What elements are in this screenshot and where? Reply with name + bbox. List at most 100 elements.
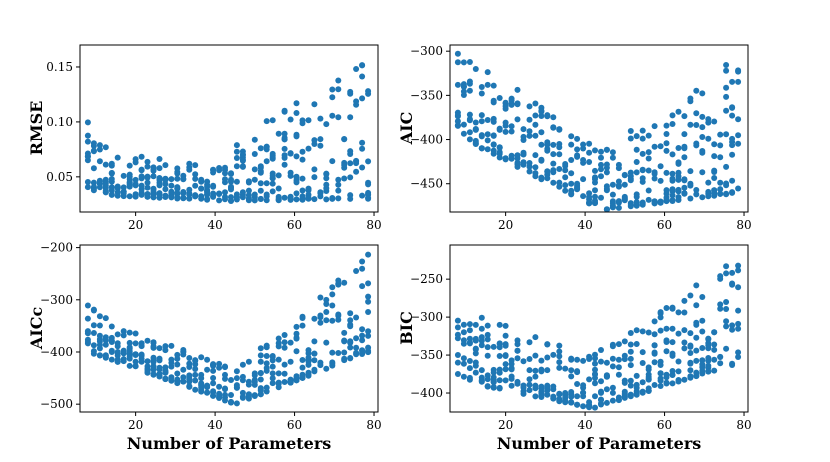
aicc-data-point: [365, 328, 372, 335]
aicc-y-tick-label: −400: [40, 345, 73, 359]
aicc-data-point: [365, 298, 372, 305]
bic-data-point: [544, 341, 551, 348]
aicc-data-point: [359, 258, 366, 265]
rmse-data-point: [329, 195, 336, 201]
rmse-data-point: [144, 163, 151, 170]
aic-data-point: [669, 170, 676, 177]
bic-data-point: [532, 382, 539, 389]
aicc-data-point: [347, 317, 354, 324]
aic-data-point: [562, 174, 569, 181]
bic-data-point: [598, 347, 604, 353]
aicc-data-point: [269, 354, 276, 360]
rmse-data-point: [257, 180, 264, 187]
aicc-data-point: [204, 366, 211, 373]
bic-data-point: [663, 379, 670, 386]
bic-data-point: [621, 352, 628, 359]
bic-data-point: [574, 393, 581, 400]
bic-data-point: [490, 379, 497, 386]
aic-data-point: [645, 167, 652, 174]
aic-data-point: [723, 93, 730, 100]
rmse-data-point: [353, 168, 360, 175]
rmse-data-point: [341, 136, 348, 143]
bic-data-point: [502, 377, 509, 384]
aic-data-point: [586, 159, 593, 165]
aicc-data-point: [192, 371, 199, 378]
aic-data-point: [687, 98, 694, 105]
aicc-data-point: [198, 384, 205, 391]
rmse-data-point: [251, 191, 258, 198]
rmse-data-point: [359, 192, 366, 199]
rmse-data-point: [174, 185, 181, 192]
aicc-data-point: [192, 357, 199, 364]
rmse-data-point: [263, 180, 270, 187]
aic-data-point: [496, 144, 503, 151]
aicc-data-point: [281, 344, 288, 351]
aicc-data-point: [138, 358, 145, 365]
rmse-data-point: [263, 193, 270, 200]
rmse-data-point: [341, 162, 348, 168]
bic-data-point: [586, 353, 593, 360]
rmse-data-point: [210, 193, 217, 200]
aic-data-point: [609, 202, 616, 209]
bic-data-point: [502, 342, 509, 349]
aicc-data-point: [305, 347, 312, 354]
aicc-data-point: [281, 332, 288, 338]
bic-data-point: [615, 341, 622, 348]
bic-data-point: [574, 356, 581, 363]
aic-data-point: [586, 149, 593, 156]
rmse-data-point: [287, 172, 294, 179]
aicc-data-point: [245, 391, 252, 398]
aicc-data-point: [144, 337, 151, 344]
aicc-data-point: [341, 279, 348, 286]
rmse-data-point: [293, 110, 300, 116]
bic-data-point: [454, 371, 461, 377]
aic-data-point: [580, 145, 587, 152]
rmse-data-point: [251, 151, 258, 157]
aic-data-point: [609, 198, 616, 205]
aicc-panel: 20 40 60 80 −200 −300 −400 −500 AICc Number of…: [27, 241, 382, 453]
aic-data-point: [532, 170, 539, 177]
bic-data-point: [556, 348, 563, 355]
aic-data-point: [633, 199, 640, 205]
rmse-data-point: [228, 198, 234, 204]
bic-data-point: [460, 340, 467, 347]
aicc-data-point: [257, 391, 264, 398]
rmse-data-point: [365, 158, 372, 165]
aic-data-point: [592, 187, 598, 194]
aic-data-point: [484, 137, 491, 144]
bic-data-point: [603, 359, 610, 366]
rmse-data-point: [305, 194, 312, 201]
aic-data-point: [466, 59, 473, 65]
aic-data-point: [490, 132, 497, 139]
aic-data-point: [699, 124, 706, 131]
bic-data-point: [729, 269, 736, 276]
aic-data-point: [466, 116, 473, 123]
rmse-data-point: [132, 176, 139, 183]
aic-data-point: [699, 149, 706, 156]
aic-data-point: [699, 134, 706, 140]
rmse-data-point: [335, 176, 342, 183]
bic-data-point: [603, 372, 610, 379]
bic-data-point: [496, 385, 503, 392]
aic-data-point: [651, 169, 658, 176]
aicc-data-point: [186, 383, 193, 390]
aicc-data-point: [210, 362, 217, 369]
aicc-data-point: [353, 314, 360, 321]
bic-data-point: [729, 326, 736, 333]
aic-data-point: [568, 170, 575, 177]
rmse-data-point: [311, 196, 318, 203]
rmse-data-point: [126, 181, 133, 187]
rmse-data-point: [335, 181, 342, 188]
aic-data-point: [574, 146, 581, 153]
rmse-data-point: [233, 163, 240, 170]
rmse-data-point: [347, 90, 354, 97]
aicc-data-point: [293, 348, 300, 355]
rmse-data-point: [233, 193, 240, 200]
aic-data-point: [586, 193, 593, 200]
rmse-data-point: [275, 130, 282, 137]
rmse-data-point: [263, 143, 270, 150]
aicc-data-point: [198, 375, 205, 382]
bic-data-point: [592, 360, 598, 367]
aicc-data-point: [311, 357, 318, 364]
bic-data-point: [496, 344, 503, 351]
